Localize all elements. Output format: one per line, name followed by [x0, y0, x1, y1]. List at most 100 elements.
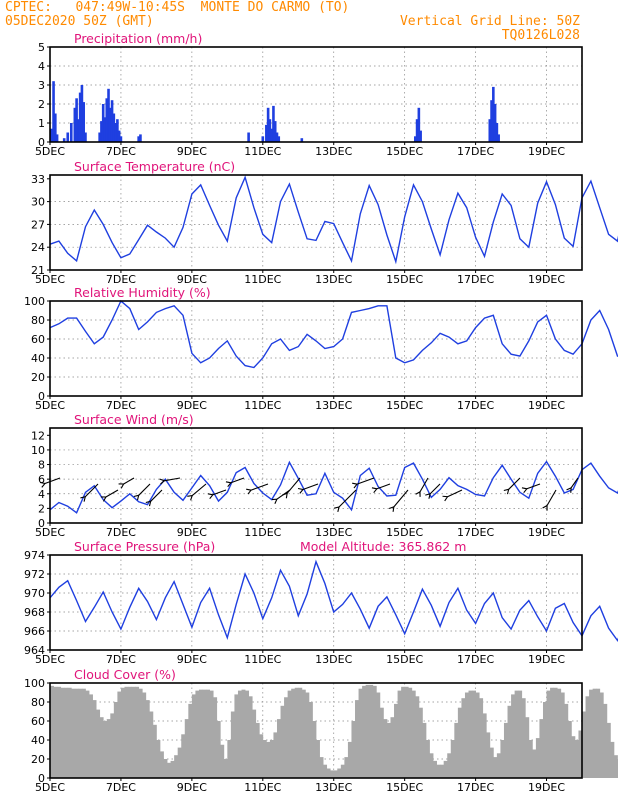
cloud-bar	[159, 751, 164, 778]
x-tick-label: 17DEC	[457, 145, 494, 158]
precip-bar	[50, 128, 54, 142]
wind-arrow	[286, 477, 301, 494]
cloud-bar	[408, 687, 413, 778]
precip-bar	[54, 113, 57, 142]
precip-bar	[300, 138, 304, 142]
precip-bar	[417, 107, 421, 142]
panel-frame	[49, 46, 583, 143]
cloud-bar	[404, 686, 409, 778]
cloud-bar	[269, 740, 274, 778]
x-tick-label: 11DEC	[244, 653, 281, 666]
cloud-bar	[351, 721, 356, 778]
cloud-bar	[493, 757, 498, 778]
x-tick-label: 5DEC	[35, 273, 65, 286]
cloud-bar	[181, 734, 186, 778]
wind-arrow-head	[100, 496, 107, 502]
y-tick-label: 2	[38, 502, 45, 515]
x-tick-label: 17DEC	[457, 399, 494, 412]
wind-arrow	[338, 489, 357, 508]
cloud-bar	[394, 703, 398, 778]
x-tick-label: 7DEC	[106, 399, 136, 412]
cloud-bar	[358, 688, 363, 778]
cloud-bar	[564, 703, 569, 778]
precip-bar	[275, 132, 279, 142]
y-tick-label: 0	[38, 390, 45, 403]
cloud-bar	[362, 685, 367, 778]
wind-arrow-head	[521, 487, 528, 494]
y-tick-label: 60	[31, 333, 45, 346]
y-tick-label: 20	[31, 753, 45, 766]
y-tick-label: 20	[31, 371, 45, 384]
wind-arrow-head	[207, 493, 214, 500]
cloud-bar	[507, 705, 512, 778]
precip-bar	[103, 117, 107, 142]
x-tick-label: 5DEC	[35, 399, 65, 412]
precip-bar	[82, 102, 85, 142]
cloud-bar	[518, 690, 523, 778]
wind-arrow	[356, 477, 375, 485]
y-tick-label: 27	[31, 218, 45, 231]
panel-4	[47, 554, 618, 653]
panel-title: Surface Wind (m/s)	[74, 412, 194, 427]
precip-bar	[114, 123, 117, 142]
y-tick-label: 972	[24, 568, 45, 581]
precip-bar	[77, 119, 80, 142]
cloud-bar	[145, 700, 150, 778]
wind-arrow	[44, 477, 61, 484]
precip-bar	[139, 134, 142, 142]
cloud-bar	[344, 757, 349, 778]
cloud-bar	[486, 732, 491, 778]
wind-arrow	[376, 483, 391, 490]
cloud-bar	[213, 697, 218, 778]
cloud-bar	[411, 690, 416, 778]
cloud-bar	[606, 722, 611, 778]
cloud-bar	[386, 722, 391, 778]
x-tick-label: 17DEC	[457, 526, 494, 539]
cloud-bar	[397, 690, 402, 778]
cloud-bar	[266, 741, 271, 778]
cloud-bar	[450, 740, 455, 778]
precip-bar	[261, 136, 265, 142]
cloud-bar	[560, 692, 565, 778]
wind-arrow-head	[297, 487, 304, 494]
cloud-bar	[142, 692, 147, 778]
cloud-bar	[457, 707, 462, 778]
cloud-bar	[376, 692, 381, 778]
cloud-bar	[57, 686, 62, 778]
y-tick-label: 24	[31, 241, 45, 254]
cloud-bar	[503, 722, 508, 778]
y-tick-label: 964	[24, 644, 45, 657]
cloud-bar	[198, 689, 203, 778]
cloud-bar	[209, 690, 214, 778]
cloud-bar	[230, 711, 235, 778]
wind-arrow	[393, 489, 409, 508]
cloud-bar	[521, 698, 526, 778]
cloud-bar	[167, 762, 171, 778]
panel-5	[47, 682, 618, 781]
cloud-bar	[372, 685, 377, 778]
precip-bar	[490, 100, 493, 142]
precip-bar	[493, 104, 497, 142]
y-tick-label: 100	[24, 677, 45, 690]
y-tick-label: 100	[24, 295, 45, 308]
cloud-bar	[596, 688, 601, 778]
cloud-bar	[106, 719, 111, 778]
wind-arrow-head	[271, 498, 278, 504]
precip-bar	[119, 136, 123, 142]
wind-arrow-head	[503, 488, 510, 495]
x-tick-label: 7DEC	[106, 145, 136, 158]
cloud-bar	[511, 694, 516, 778]
cloud-bar	[216, 721, 221, 778]
wind-arrow-head	[282, 492, 288, 499]
precip-bar	[270, 128, 273, 142]
y-tick-label: 80	[31, 696, 45, 709]
cloud-bar	[78, 688, 83, 778]
cloud-bar	[567, 721, 572, 778]
y-tick-label: 6	[38, 473, 45, 486]
wind-arrow	[230, 477, 245, 484]
x-tick-label: 17DEC	[457, 653, 494, 666]
y-tick-label: 5	[38, 41, 45, 54]
y-tick-label: 8	[38, 459, 45, 472]
cloud-bar	[574, 740, 579, 778]
cloud-bar	[184, 719, 189, 778]
